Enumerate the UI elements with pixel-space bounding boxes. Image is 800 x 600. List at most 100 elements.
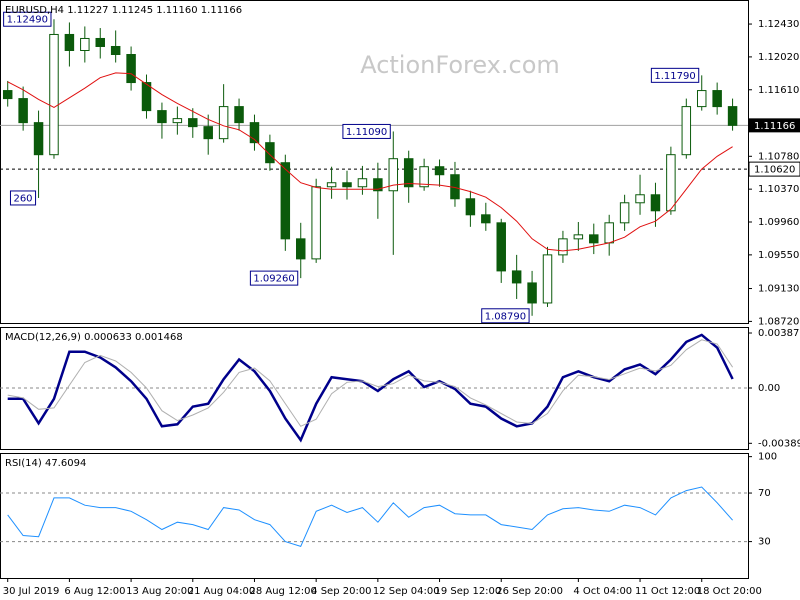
- candle-body: [311, 186, 321, 260]
- current-price-box: [749, 118, 800, 133]
- y-tick-label: 1.12020: [758, 52, 799, 63]
- candle-body: [465, 198, 476, 216]
- pane-frame: [0, 453, 749, 579]
- candle-body: [419, 166, 429, 188]
- candle-body: [342, 182, 352, 188]
- candle-body: [126, 54, 136, 84]
- annotation-box: [650, 67, 700, 83]
- candle-body: [696, 90, 707, 108]
- x-tick-label: 28 Aug 12:00: [249, 586, 316, 597]
- x-tick-label: 19 Sep 12:00: [435, 586, 502, 597]
- candle-body: [589, 234, 599, 244]
- candle-body: [573, 234, 584, 240]
- y-tick-label: -0.003899: [758, 438, 800, 449]
- y-tick-label: 0.003876: [758, 328, 800, 339]
- y-tick-label: 1.10780: [758, 151, 799, 162]
- candle-body: [64, 33, 75, 51]
- x-tick-label: 13 Aug 20:00: [126, 586, 193, 597]
- candle-body: [2, 90, 13, 100]
- annotation-label: 1.09260: [253, 274, 294, 285]
- candle-body: [326, 182, 337, 188]
- y-tick-label: 0.00: [758, 383, 780, 394]
- annotation-box: [481, 308, 530, 323]
- x-tick-label: 26 Sep 20:00: [496, 586, 563, 597]
- candle-body: [33, 122, 44, 156]
- y-tick-label: 100: [758, 452, 777, 463]
- candle-body: [558, 238, 568, 256]
- candle-body: [681, 106, 692, 156]
- x-tick-label: 11 Oct 12:00: [635, 586, 700, 597]
- annotation-box: [342, 123, 391, 139]
- level-label: 1.10620: [754, 165, 795, 176]
- candle-body: [635, 194, 645, 204]
- pane-title: MACD(12,26,9) 0.000633 0.001468: [5, 332, 183, 343]
- series-line: [7, 72, 733, 252]
- pane-title: EURUSD,H4 1.11227 1.11245 1.11160 1.1116…: [5, 5, 242, 16]
- candle-body: [388, 158, 399, 192]
- x-tick-label: 12 Sep 04:00: [373, 586, 440, 597]
- candle-body: [666, 154, 676, 212]
- level-box: [748, 161, 800, 177]
- candle-body: [172, 118, 183, 124]
- candle-body: [619, 202, 630, 224]
- x-tick-label: 6 Aug 12:00: [64, 586, 125, 597]
- annotation-box: [249, 270, 299, 286]
- candle-body: [249, 122, 260, 144]
- y-tick-label: 70: [758, 488, 771, 499]
- candle-body: [357, 178, 368, 188]
- current-price-label: 1.11166: [754, 121, 795, 132]
- candle-body: [296, 238, 306, 260]
- pane-plot: [0, 486, 748, 548]
- candle-body: [496, 222, 506, 272]
- candle-body: [80, 37, 90, 51]
- series-line: [7, 333, 734, 443]
- candle-body: [218, 106, 229, 140]
- candle-body: [280, 162, 291, 240]
- candle-body: [188, 118, 198, 128]
- y-tick-label: 1.10370: [758, 184, 799, 195]
- annotation-label: 1.11090: [346, 127, 387, 138]
- y-tick-label: 1.12430: [758, 19, 799, 30]
- candle-body: [141, 82, 152, 112]
- pane-plot: [0, 333, 748, 443]
- annotation-box: [3, 11, 52, 27]
- series-line: [7, 486, 733, 548]
- candle-body: [481, 214, 491, 224]
- y-tick-label: 1.09960: [758, 217, 799, 228]
- x-tick-label: 4 Oct 04:00: [573, 586, 632, 597]
- candle-body: [712, 90, 722, 108]
- y-tick-label: 1.08720: [758, 316, 799, 327]
- annotation-label: 1.11790: [654, 71, 695, 82]
- candle-body: [110, 45, 121, 56]
- candle-body: [434, 166, 445, 176]
- pane-title: RSI(14) 47.6094: [5, 458, 86, 469]
- pane-plot: 1.12490 260 1.11090 1.09260 1.08790 1.11790: [0, 11, 748, 323]
- annotation-label: 260: [13, 193, 32, 204]
- x-tick-label: 4 Sep 20:00: [311, 586, 371, 597]
- candle-body: [95, 37, 105, 47]
- y-tick-label: 1.11610: [758, 85, 799, 96]
- y-tick-label: 30: [758, 537, 771, 548]
- annotation-label: 1.08790: [485, 311, 526, 322]
- candle-body: [650, 194, 661, 212]
- candle-body: [403, 158, 414, 188]
- x-tick-label: 18 Oct 20:00: [697, 586, 762, 597]
- candle-body: [157, 110, 167, 124]
- candle-body: [511, 270, 522, 284]
- watermark: ActionForex.com: [360, 51, 560, 79]
- candle-body: [265, 142, 275, 164]
- x-tick-label: 30 Jul 2019: [3, 586, 60, 597]
- candle-body: [727, 106, 738, 126]
- y-tick-label: 1.09130: [758, 284, 799, 295]
- candle-body: [373, 178, 383, 192]
- x-tick-label: 21 Aug 04:00: [188, 586, 255, 597]
- y-tick-label: 1.09550: [758, 250, 799, 261]
- candle-body: [604, 222, 614, 244]
- candle-body: [234, 106, 244, 124]
- series-line: [7, 339, 734, 427]
- candle-body: [18, 98, 28, 124]
- candle-body: [49, 33, 59, 156]
- candle-body: [527, 282, 537, 304]
